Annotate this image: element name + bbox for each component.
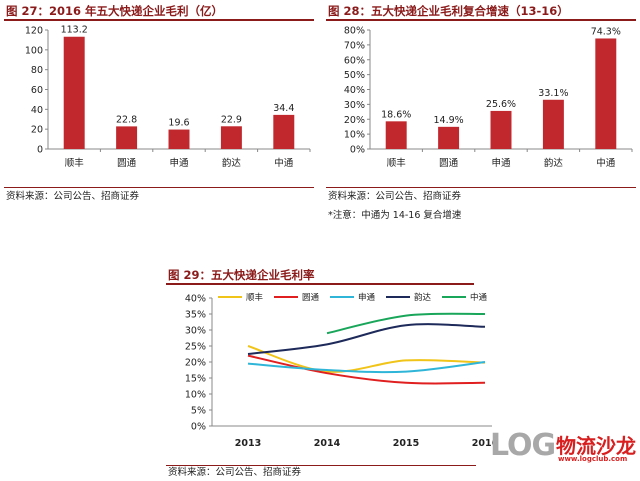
y-tick-label: 10% [344,130,365,141]
y-tick-label: 100 [25,45,43,56]
x-tick-label: 韵达 [222,157,242,169]
y-tick-label: 10% [185,390,206,401]
legend-label: 圆通 [302,292,320,303]
x-tick-label: 韵达 [544,157,564,169]
y-tick-label: 30% [185,326,206,337]
figure-29-line-chart: 0% 5% 10% 15% 20% 25% 30% 35% 40% 2013 2014 2015 201… [185,292,499,449]
figure-28-top-rule [326,19,636,21]
y-tick-label: 60 [31,85,43,96]
watermark-brand: 物流沙龙 [556,434,636,458]
data-label: 22.8 [116,114,137,125]
y-tick-label: 30% [344,100,365,111]
y-tick-label: 15% [185,374,206,385]
data-label: 19.6 [168,118,189,129]
x-tick-label: 申通 [169,157,189,169]
figure-28-bottom-rule [326,187,636,188]
y-tick-label: 35% [185,310,206,321]
bar-中通 [595,38,617,149]
series-line-韵达 [247,323,486,355]
figure-27-source: 资料来源：公司公告、招商证券 [6,191,140,202]
y-tick-label: 25% [185,342,206,353]
watermark-logo: LOG [490,428,556,463]
legend-label: 韵达 [414,292,432,303]
data-label: 74.3% [591,26,621,37]
data-label: 34.4 [273,103,294,114]
bar-申通 [168,129,190,149]
x-tick-label: 顺丰 [387,157,406,169]
series-line-顺丰 [247,345,486,373]
data-label: 113.2 [61,25,88,36]
figure-27-top-rule [4,19,314,21]
figure-29-title: 图 29：五大快递企业毛利率 [168,268,315,282]
y-tick-label: 5% [191,406,206,417]
x-tick-label: 顺丰 [65,157,84,169]
y-tick-label: 80 [31,65,43,76]
watermark-url: www.logclub.com [558,455,628,463]
figure-27-title: 图 27：2016 年五大快递企业毛利（亿） [6,4,224,18]
figure-27-bar-chart: 0 20 40 60 80 100 120 113.2 顺丰 22.8 圆通 19.6 申通 22.9 韵达… [25,25,311,169]
bar-圆通 [438,126,460,149]
x-tick-label: 中通 [274,157,294,169]
x-tick-label: 圆通 [117,158,137,169]
y-tick-label: 50% [344,70,365,81]
legend-label: 顺丰 [246,292,264,303]
series-line-中通 [326,312,486,335]
y-tick-label: 40% [344,85,365,96]
x-tick-label: 2015 [393,438,419,449]
x-tick-label: 2016 [472,438,499,449]
y-tick-label: 20% [344,115,365,126]
figure-28-note: *注意：中通为 14-16 复合增速 [328,210,462,221]
x-tick-label: 2013 [235,438,261,449]
bar-顺丰 [385,121,407,149]
figure-28-title: 图 28：五大快递企业毛利复合增速（13-16） [328,4,569,18]
bar-顺丰 [63,36,85,149]
y-tick-label: 40 [31,105,43,116]
bar-中通 [273,114,295,149]
y-tick-label: 70% [344,40,365,51]
data-label: 33.1% [538,88,568,99]
series-line-申通 [247,361,486,374]
figure-28-bar-chart: 0% 10% 20% 30% 40% 50% 60% 70% 80% 18.6% 顺丰 14.9% 圆通… [344,26,633,169]
bar-韵达 [542,99,564,149]
data-label: 18.6% [381,109,411,120]
x-tick-label: 中通 [596,157,616,169]
y-tick-label: 0 [37,145,43,156]
legend-label: 中通 [470,292,488,303]
y-tick-label: 40% [185,294,206,305]
y-tick-label: 0% [191,422,206,433]
bar-申通 [490,110,512,149]
y-tick-label: 120 [25,26,43,37]
figure-28-source: 资料来源：公司公告、招商证券 [328,191,462,202]
y-tick-label: 80% [344,26,365,37]
figure-29-source: 资料来源：公司公告、招商证券 [168,467,302,478]
y-tick-label: 20% [185,358,206,369]
y-tick-label: 60% [344,55,365,66]
figure-29-top-rule [166,283,474,285]
data-label: 25.6% [486,99,516,110]
x-tick-label: 圆通 [439,158,459,169]
x-tick-label: 申通 [491,157,511,169]
figure-27-bottom-rule [4,187,314,188]
data-label: 22.9 [221,114,242,125]
bar-圆通 [116,126,138,149]
bar-韵达 [220,126,242,149]
y-tick-label: 0% [350,145,365,156]
legend-label: 申通 [358,292,376,303]
y-tick-label: 20 [31,125,43,136]
series-line-圆通 [247,354,486,385]
figure-29-bottom-rule [166,465,476,466]
x-tick-label: 2014 [314,438,341,449]
data-label: 14.9% [434,115,464,126]
